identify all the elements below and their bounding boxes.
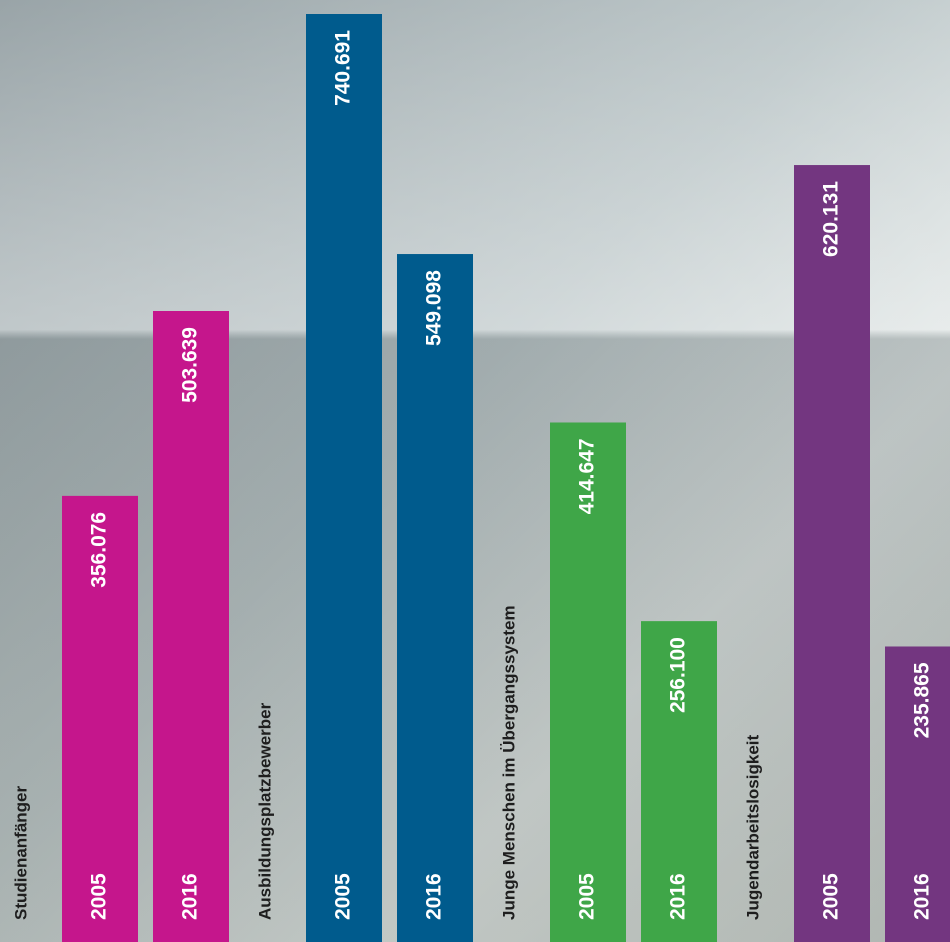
value-label: 256.100 [667,637,690,713]
value-label: 740.691 [332,30,355,106]
group-label: Ausbildungsplatzbewerber [255,702,274,920]
value-label: 503.639 [179,327,202,403]
bar [794,165,870,942]
bar [62,495,138,942]
value-label: 356.076 [88,512,111,588]
year-label: 2016 [667,873,690,920]
year-label: 2005 [332,873,355,920]
value-label: 414.647 [576,438,599,514]
value-label: 620.131 [820,181,843,257]
bar [885,646,950,942]
value-label: 235.865 [911,662,934,738]
year-label: 2016 [911,873,934,920]
bar [306,14,382,942]
year-label: 2016 [423,873,446,920]
year-label: 2005 [820,873,843,920]
group-label: Jugendarbeitslosigkeit [743,735,762,920]
year-label: 2005 [88,873,111,920]
bar [153,310,229,942]
value-label: 549.098 [423,270,446,346]
bar [397,254,473,942]
year-label: 2005 [576,873,599,920]
group-label: Studienanfänger [11,785,30,920]
bar [641,621,717,942]
group-label: Junge Menschen im Übergangssystem [499,605,518,920]
year-label: 2016 [179,873,202,920]
bar [550,422,626,942]
